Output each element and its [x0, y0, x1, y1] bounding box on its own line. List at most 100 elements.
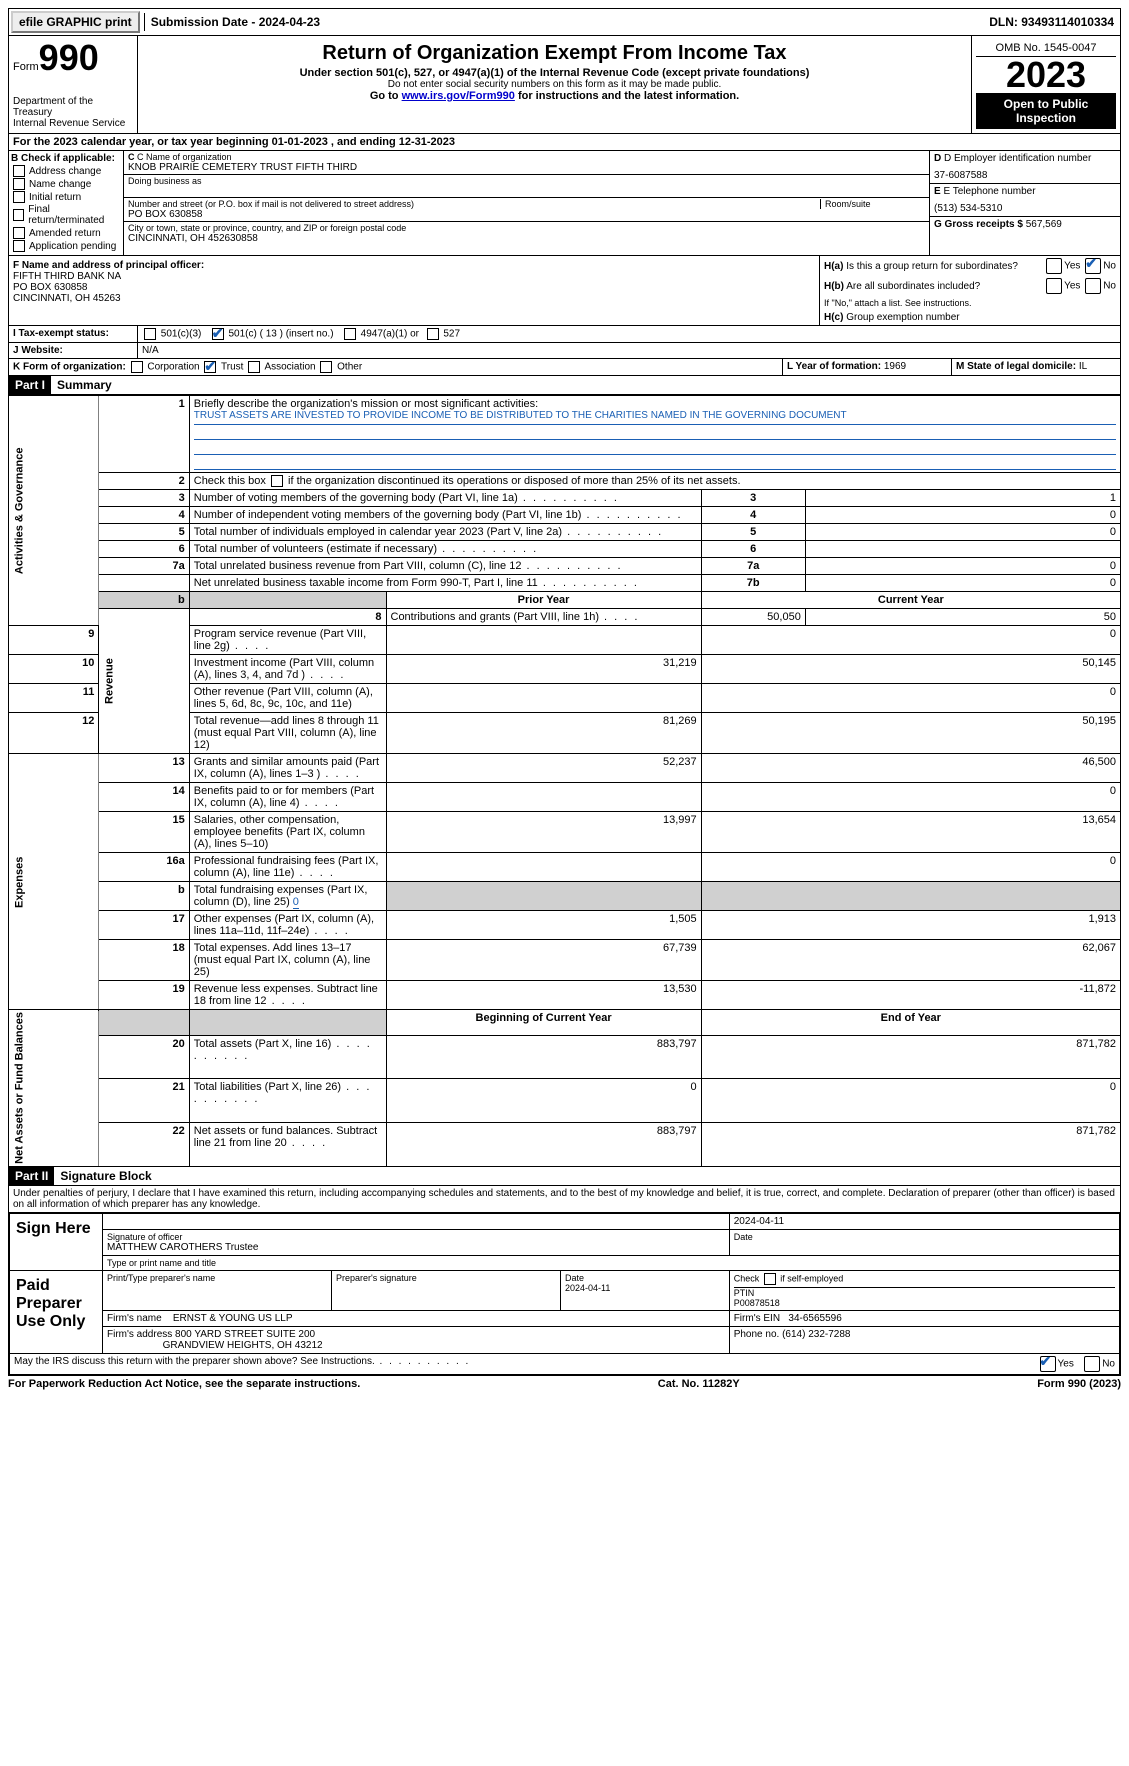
chk-name-change[interactable]: [13, 178, 25, 190]
lbl-501c3: 501(c)(3): [161, 329, 202, 340]
part2-label: Part II: [9, 1167, 54, 1185]
part1-label: Part I: [9, 376, 51, 394]
l18-text: Total expenses. Add lines 13–17 (must eq…: [194, 942, 371, 978]
chk-501c[interactable]: [212, 328, 224, 340]
ha-yes[interactable]: [1046, 258, 1062, 274]
l21-beg: 0: [386, 1079, 701, 1123]
chk-other[interactable]: [320, 361, 332, 373]
lbl-4947: 4947(a)(1) or: [361, 329, 419, 340]
firm-addr1: 800 YARD STREET SUITE 200: [175, 1329, 315, 1340]
l19-curr: -11,872: [701, 981, 1120, 1010]
l11-text: Other revenue (Part VIII, column (A), li…: [194, 686, 373, 710]
chk-initial-return[interactable]: [13, 191, 25, 203]
lbl-amended: Amended return: [29, 228, 101, 239]
col-beg-hdr: Beginning of Current Year: [386, 1010, 701, 1036]
hb-yes-lbl: Yes: [1064, 281, 1080, 292]
vert-netassets: Net Assets or Fund Balances: [9, 1010, 99, 1167]
chk-self-employed[interactable]: [764, 1273, 776, 1285]
chk-527[interactable]: [427, 328, 439, 340]
phone-value: (513) 534-5310: [934, 197, 1116, 214]
chk-amended[interactable]: [13, 227, 25, 239]
form-number: 990: [39, 37, 99, 78]
efile-print-button[interactable]: efile GRAPHIC print: [11, 11, 140, 33]
firm-phone-lbl: Phone no.: [734, 1329, 780, 1340]
dept-label: Department of the Treasury Internal Reve…: [13, 96, 133, 129]
top-bar: efile GRAPHIC print Submission Date - 20…: [8, 8, 1121, 36]
l7b-box: 7b: [701, 575, 805, 592]
city-value: CINCINNATI, OH 452630858: [128, 233, 925, 244]
l14-text: Benefits paid to or for members (Part IX…: [194, 785, 374, 809]
footer-right: Form 990 (2023): [1037, 1378, 1121, 1390]
q2-text: Check this box if the organization disco…: [194, 475, 741, 487]
l20-beg: 883,797: [386, 1035, 701, 1079]
l17-prior: 1,505: [386, 911, 701, 940]
l9-text: Program service revenue (Part VIII, line…: [194, 628, 366, 652]
self-emp-cell: Check if self-employed: [734, 1273, 1115, 1285]
l20-text: Total assets (Part X, line 16): [194, 1038, 332, 1050]
l22-text: Net assets or fund balances. Subtract li…: [194, 1125, 377, 1149]
phone-lbl: E Telephone number: [943, 186, 1035, 197]
section-c: C C Name of organization KNOB PRAIRIE CE…: [124, 151, 929, 255]
chk-4947[interactable]: [344, 328, 356, 340]
hb-yes[interactable]: [1046, 278, 1062, 294]
dba-value: [128, 186, 925, 196]
l4-val: 0: [805, 507, 1120, 524]
chk-app-pending[interactable]: [13, 240, 25, 252]
lbl-trust: Trust: [221, 362, 243, 373]
l8-prior: 50,050: [701, 609, 805, 626]
ein-value: 37-6087588: [934, 164, 1116, 181]
l4-box: 4: [701, 507, 805, 524]
ha-no[interactable]: [1085, 258, 1101, 274]
firm-addr2: GRANDVIEW HEIGHTS, OH 43212: [163, 1340, 323, 1351]
l3-box: 3: [701, 490, 805, 507]
i-lbl: I Tax-exempt status:: [13, 328, 109, 339]
lbl-final-return: Final return/terminated: [28, 204, 121, 226]
l21-end: 0: [701, 1079, 1120, 1123]
section-de: D D Employer identification number 37-60…: [929, 151, 1120, 255]
l12-text: Total revenue—add lines 8 through 11 (mu…: [194, 715, 379, 751]
summary-table: Activities & Governance 1 Briefly descri…: [8, 395, 1121, 1167]
q1-label: Briefly describe the organization's miss…: [194, 398, 538, 410]
submission-date: Submission Date - 2024-04-23: [144, 13, 326, 31]
city-lbl: City or town, state or province, country…: [128, 223, 925, 233]
l17-text: Other expenses (Part IX, column (A), lin…: [194, 913, 374, 937]
chk-address-change[interactable]: [13, 165, 25, 177]
l16a-prior: [386, 853, 701, 882]
chk-final-return[interactable]: [13, 209, 24, 221]
form-header: Form990 Department of the Treasury Inter…: [8, 36, 1121, 134]
l7a-text: Total unrelated business revenue from Pa…: [194, 560, 522, 572]
l7a-box: 7a: [701, 558, 805, 575]
officer-addr2: CINCINNATI, OH 45263: [13, 293, 815, 304]
chk-trust[interactable]: [204, 361, 216, 373]
l15-text: Salaries, other compensation, employee b…: [194, 814, 365, 850]
prep-sig-lbl: Preparer's signature: [332, 1270, 561, 1310]
tax-year: 2023: [976, 57, 1116, 93]
chk-discontinued[interactable]: [271, 475, 283, 487]
mission-blank-3: [194, 455, 1116, 470]
irs-link[interactable]: www.irs.gov/Form990: [402, 90, 515, 102]
l5-val: 0: [805, 524, 1120, 541]
paid-preparer-label: Paid Preparer Use Only: [10, 1270, 103, 1353]
ein-lbl: D Employer identification number: [944, 153, 1091, 164]
l16a-curr: 0: [701, 853, 1120, 882]
chk-501c3[interactable]: [144, 328, 156, 340]
subtitle-1: Under section 501(c), 527, or 4947(a)(1)…: [142, 67, 967, 79]
gross-value: 567,569: [1026, 219, 1062, 230]
l9-prior: [386, 626, 701, 655]
hb-no[interactable]: [1085, 278, 1101, 294]
lbl-corp: Corporation: [147, 362, 199, 373]
h-note: If "No," attach a list. See instructions…: [824, 298, 971, 308]
chk-corp[interactable]: [131, 361, 143, 373]
part1-header: Part I Summary: [8, 376, 1121, 395]
l10-curr: 50,145: [701, 655, 1120, 684]
lbl-501c: 501(c) ( 13 ) (insert no.): [228, 329, 333, 340]
lbl-app-pending: Application pending: [29, 241, 116, 252]
dln: DLN: 93493114010334: [989, 15, 1118, 29]
discuss-yes[interactable]: [1040, 1356, 1056, 1372]
penalties-text: Under penalties of perjury, I declare th…: [8, 1186, 1121, 1213]
l5-box: 5: [701, 524, 805, 541]
state-domicile: IL: [1079, 361, 1087, 372]
discuss-no[interactable]: [1084, 1356, 1100, 1372]
vert-governance: Activities & Governance: [9, 396, 99, 626]
chk-assoc[interactable]: [248, 361, 260, 373]
